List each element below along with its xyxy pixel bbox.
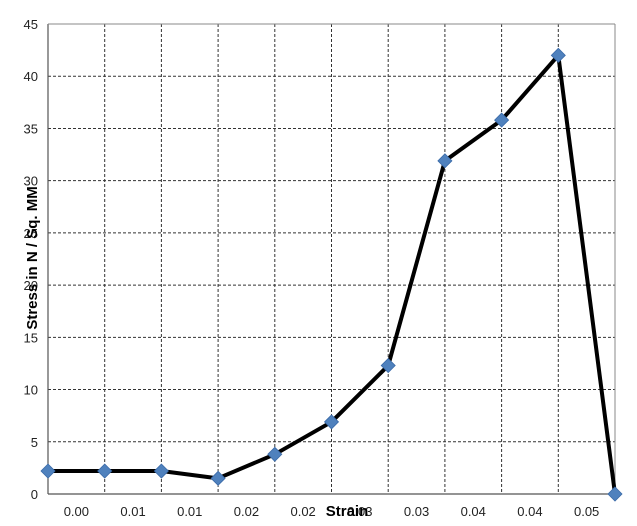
y-tick-label: 5 <box>31 435 38 450</box>
data-point-marker <box>550 47 566 63</box>
x-tick-label: 0.01 <box>120 504 145 519</box>
x-tick-label: 0.04 <box>461 504 486 519</box>
y-axis-title: Stress in N / Sq. MM <box>24 186 41 329</box>
x-axis-title: Strain <box>326 503 369 520</box>
y-tick-label: 45 <box>24 17 38 32</box>
y-tick-label: 25 <box>24 226 38 241</box>
data-point-marker <box>40 463 56 479</box>
data-point-marker <box>210 470 226 486</box>
data-point-marker <box>267 446 283 462</box>
x-tick-label: 0.04 <box>517 504 542 519</box>
series-layer <box>40 47 623 502</box>
y-tick-label: 10 <box>24 383 38 398</box>
x-tick-label: 0.01 <box>177 504 202 519</box>
data-point-marker <box>323 414 340 430</box>
x-tick-label: 0.03 <box>347 504 372 519</box>
y-tick-label: 35 <box>24 121 38 136</box>
data-point-marker <box>607 486 623 502</box>
x-tick-label: 0.00 <box>64 504 89 519</box>
x-tick-label: 0.02 <box>290 504 315 519</box>
y-tick-label: 30 <box>24 174 38 189</box>
x-tick-label: 0.03 <box>404 504 429 519</box>
tick-layer: 0 5 10 15 20 25 30 35 40 45 0.00 0.01 0.01 0.02 0.02 0.… <box>24 17 600 519</box>
data-point-marker <box>437 153 453 169</box>
data-point-marker <box>380 357 396 374</box>
data-point-marker <box>494 112 510 128</box>
y-tick-label: 40 <box>24 69 38 84</box>
axis-layer <box>47 23 616 495</box>
data-point-marker <box>97 463 113 479</box>
x-tick-label: 0.02 <box>234 504 259 519</box>
y-tick-label: 0 <box>31 487 38 502</box>
data-point-marker <box>153 463 169 479</box>
y-tick-label: 20 <box>24 278 38 293</box>
y-tick-label: 15 <box>24 330 38 345</box>
x-tick-label: 0.05 <box>574 504 599 519</box>
